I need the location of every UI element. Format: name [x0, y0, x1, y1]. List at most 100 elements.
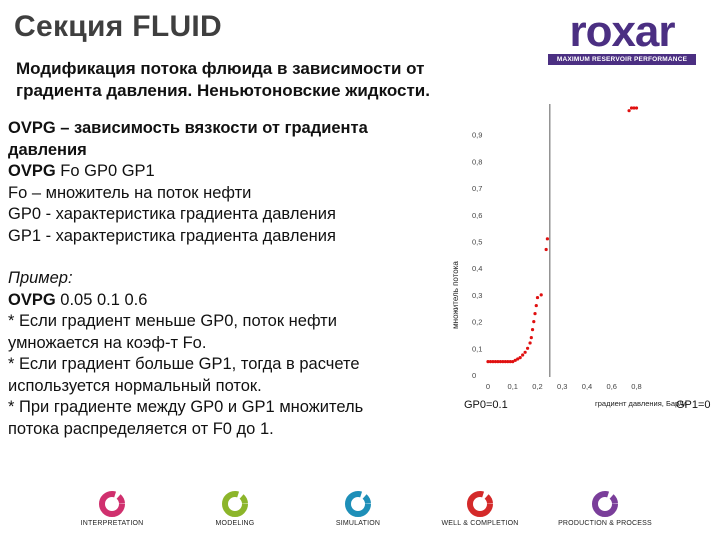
y-axis-label: множитель потока	[451, 261, 460, 329]
data-point	[539, 293, 543, 297]
data-point	[534, 303, 538, 308]
data-point	[491, 360, 495, 364]
footer-item-interpretation[interactable]: INTERPRETATION	[52, 490, 172, 527]
ovpg-definition: OVPG – зависимость вязкости от градиента	[8, 119, 368, 137]
flow-multiplier-chart: множитель потока градиент давления, Бар/…	[451, 104, 711, 411]
bullet-3b: потока распределяется от F0 до 1.	[8, 419, 274, 438]
roxar-logo: roxar MAXIMUM RESERVOIR PERFORMANCE	[548, 7, 696, 66]
y-tick-label: 0,1	[472, 344, 482, 353]
footer-label: WELL & COMPLETION	[441, 520, 519, 527]
gp0-label: GP0=0.1	[464, 399, 508, 411]
modeling-ring-icon	[222, 491, 248, 517]
subtitle-line-2: градиента давления. Неньютоновские жидко…	[16, 81, 430, 100]
ovpg-syntax: Fo GP0 GP1	[55, 162, 155, 180]
bullet-2a: * Если градиент больше GP1, тогда в расч…	[8, 355, 360, 373]
x-tick-labels: 0 0,1 0,2 0,3 0,4 0,6 0,8	[486, 382, 642, 391]
data-point	[532, 320, 536, 324]
footer-label: SIMULATION	[335, 520, 381, 527]
data-point	[535, 295, 540, 300]
x-axis-label: градиент давления, Бар/м	[595, 399, 686, 408]
footer-label: PRODUCTION & PROCESS	[558, 520, 652, 527]
footer-nav: INTERPRETATION MODELING SIMULATION WELL …	[0, 490, 720, 540]
footer-item-simulation[interactable]: SIMULATION	[298, 490, 418, 527]
x-tick-label: 0,2	[532, 382, 542, 391]
data-point	[496, 360, 500, 364]
data-point	[521, 353, 525, 357]
y-tick-labels: 0 0,1 0,2 0,3 0,4 0,5 0,6 0,7 0,8 0,9	[472, 131, 482, 380]
bullet-1a: * Если градиент меньше GP0, поток нефти	[8, 312, 337, 330]
footer-item-well-completion[interactable]: WELL & COMPLETION	[420, 490, 540, 527]
x-tick-label: 0,3	[557, 382, 567, 391]
data-point	[526, 346, 530, 350]
data-point	[545, 237, 549, 241]
data-point	[544, 247, 548, 252]
data-point	[508, 360, 512, 364]
data-point	[518, 356, 522, 360]
data-point	[513, 358, 517, 362]
x-tick-label: 0,4	[582, 382, 592, 391]
slide-title: Секция FLUID	[14, 10, 223, 43]
y-tick-label: 0,3	[472, 291, 482, 300]
data-point	[486, 360, 490, 364]
spacer	[8, 247, 408, 268]
data-point	[503, 360, 507, 364]
data-point	[530, 328, 535, 332]
body-text: OVPG – зависимость вязкости от градиента…	[8, 118, 408, 440]
x-tick-label: 0	[486, 382, 490, 391]
x-tick-label: 0,1	[508, 382, 518, 391]
body-line-1: OVPG – зависимость вязкости от градиента	[8, 118, 408, 140]
ovpg-keyword: OVPG	[8, 162, 56, 180]
y-tick-label: 0,7	[472, 184, 482, 193]
body-line-2: давления	[8, 140, 408, 162]
footer-label: MODELING	[215, 520, 255, 527]
data-point	[632, 106, 636, 110]
interpretation-ring-icon	[99, 491, 125, 517]
simulation-ring-icon	[345, 491, 371, 517]
y-tick-label: 0	[472, 371, 476, 380]
y-tick-label: 0,5	[472, 238, 482, 247]
y-tick-label: 0,9	[472, 131, 482, 140]
y-tick-label: 0,8	[472, 157, 482, 166]
x-tick-label: 0,8	[631, 382, 641, 391]
example-keyword: OVPG	[8, 290, 56, 309]
bullet-2b: используется нормальный поток.	[8, 376, 262, 395]
body-line-5: GP0 - характеристика градиента давления	[8, 205, 336, 223]
footer-item-production-process[interactable]: PRODUCTION & PROCESS	[545, 490, 665, 527]
y-tick-label: 0,4	[472, 264, 482, 273]
data-point	[498, 360, 502, 364]
well-completion-ring-icon	[467, 491, 493, 517]
bullet-1b: умножается на коэф-т Fo.	[8, 333, 207, 352]
example-label: Пример:	[8, 269, 73, 287]
logo-word: roxar	[569, 7, 675, 56]
y-tick-label: 0,2	[472, 318, 482, 327]
body-line-3: OVPG Fo GP0 GP1	[8, 161, 408, 183]
data-point	[506, 360, 510, 364]
example-values: 0.05 0.1 0.6	[55, 290, 148, 309]
body-line-6: GP1 - характеристика градиента давления	[8, 226, 336, 245]
body-line-4: Fo – множитель на поток нефти	[8, 183, 252, 202]
data-point	[528, 341, 532, 345]
data-point	[501, 360, 505, 364]
data-point	[634, 106, 639, 110]
x-tick-label: 0,6	[607, 382, 617, 391]
data-point	[488, 360, 493, 364]
ovpg-definition-cont: давления	[8, 140, 87, 159]
example-line: OVPG 0.05 0.1 0.6	[8, 290, 408, 312]
y-tick-label: 0,6	[472, 211, 482, 220]
data-point	[523, 350, 527, 354]
bullet-3a: * При градиенте между GP0 и GP1 множител…	[8, 398, 364, 416]
footer-label: INTERPRETATION	[80, 520, 144, 527]
gp1-label: GP1=0	[676, 399, 711, 411]
slide-subtitle: Модификация потока флюида в зависимости …	[16, 58, 536, 102]
data-point	[533, 311, 537, 316]
data-point	[511, 360, 515, 364]
data-points	[486, 106, 639, 364]
data-point	[493, 360, 498, 364]
data-point	[529, 336, 533, 340]
subtitle-line-1: Модификация потока флюида в зависимости …	[16, 59, 425, 78]
logo-tagline: MAXIMUM RESERVOIR PERFORMANCE	[548, 54, 696, 65]
footer-item-modeling[interactable]: MODELING	[175, 490, 295, 527]
production-process-ring-icon	[592, 491, 618, 517]
data-point	[627, 109, 631, 113]
data-point	[629, 106, 634, 110]
